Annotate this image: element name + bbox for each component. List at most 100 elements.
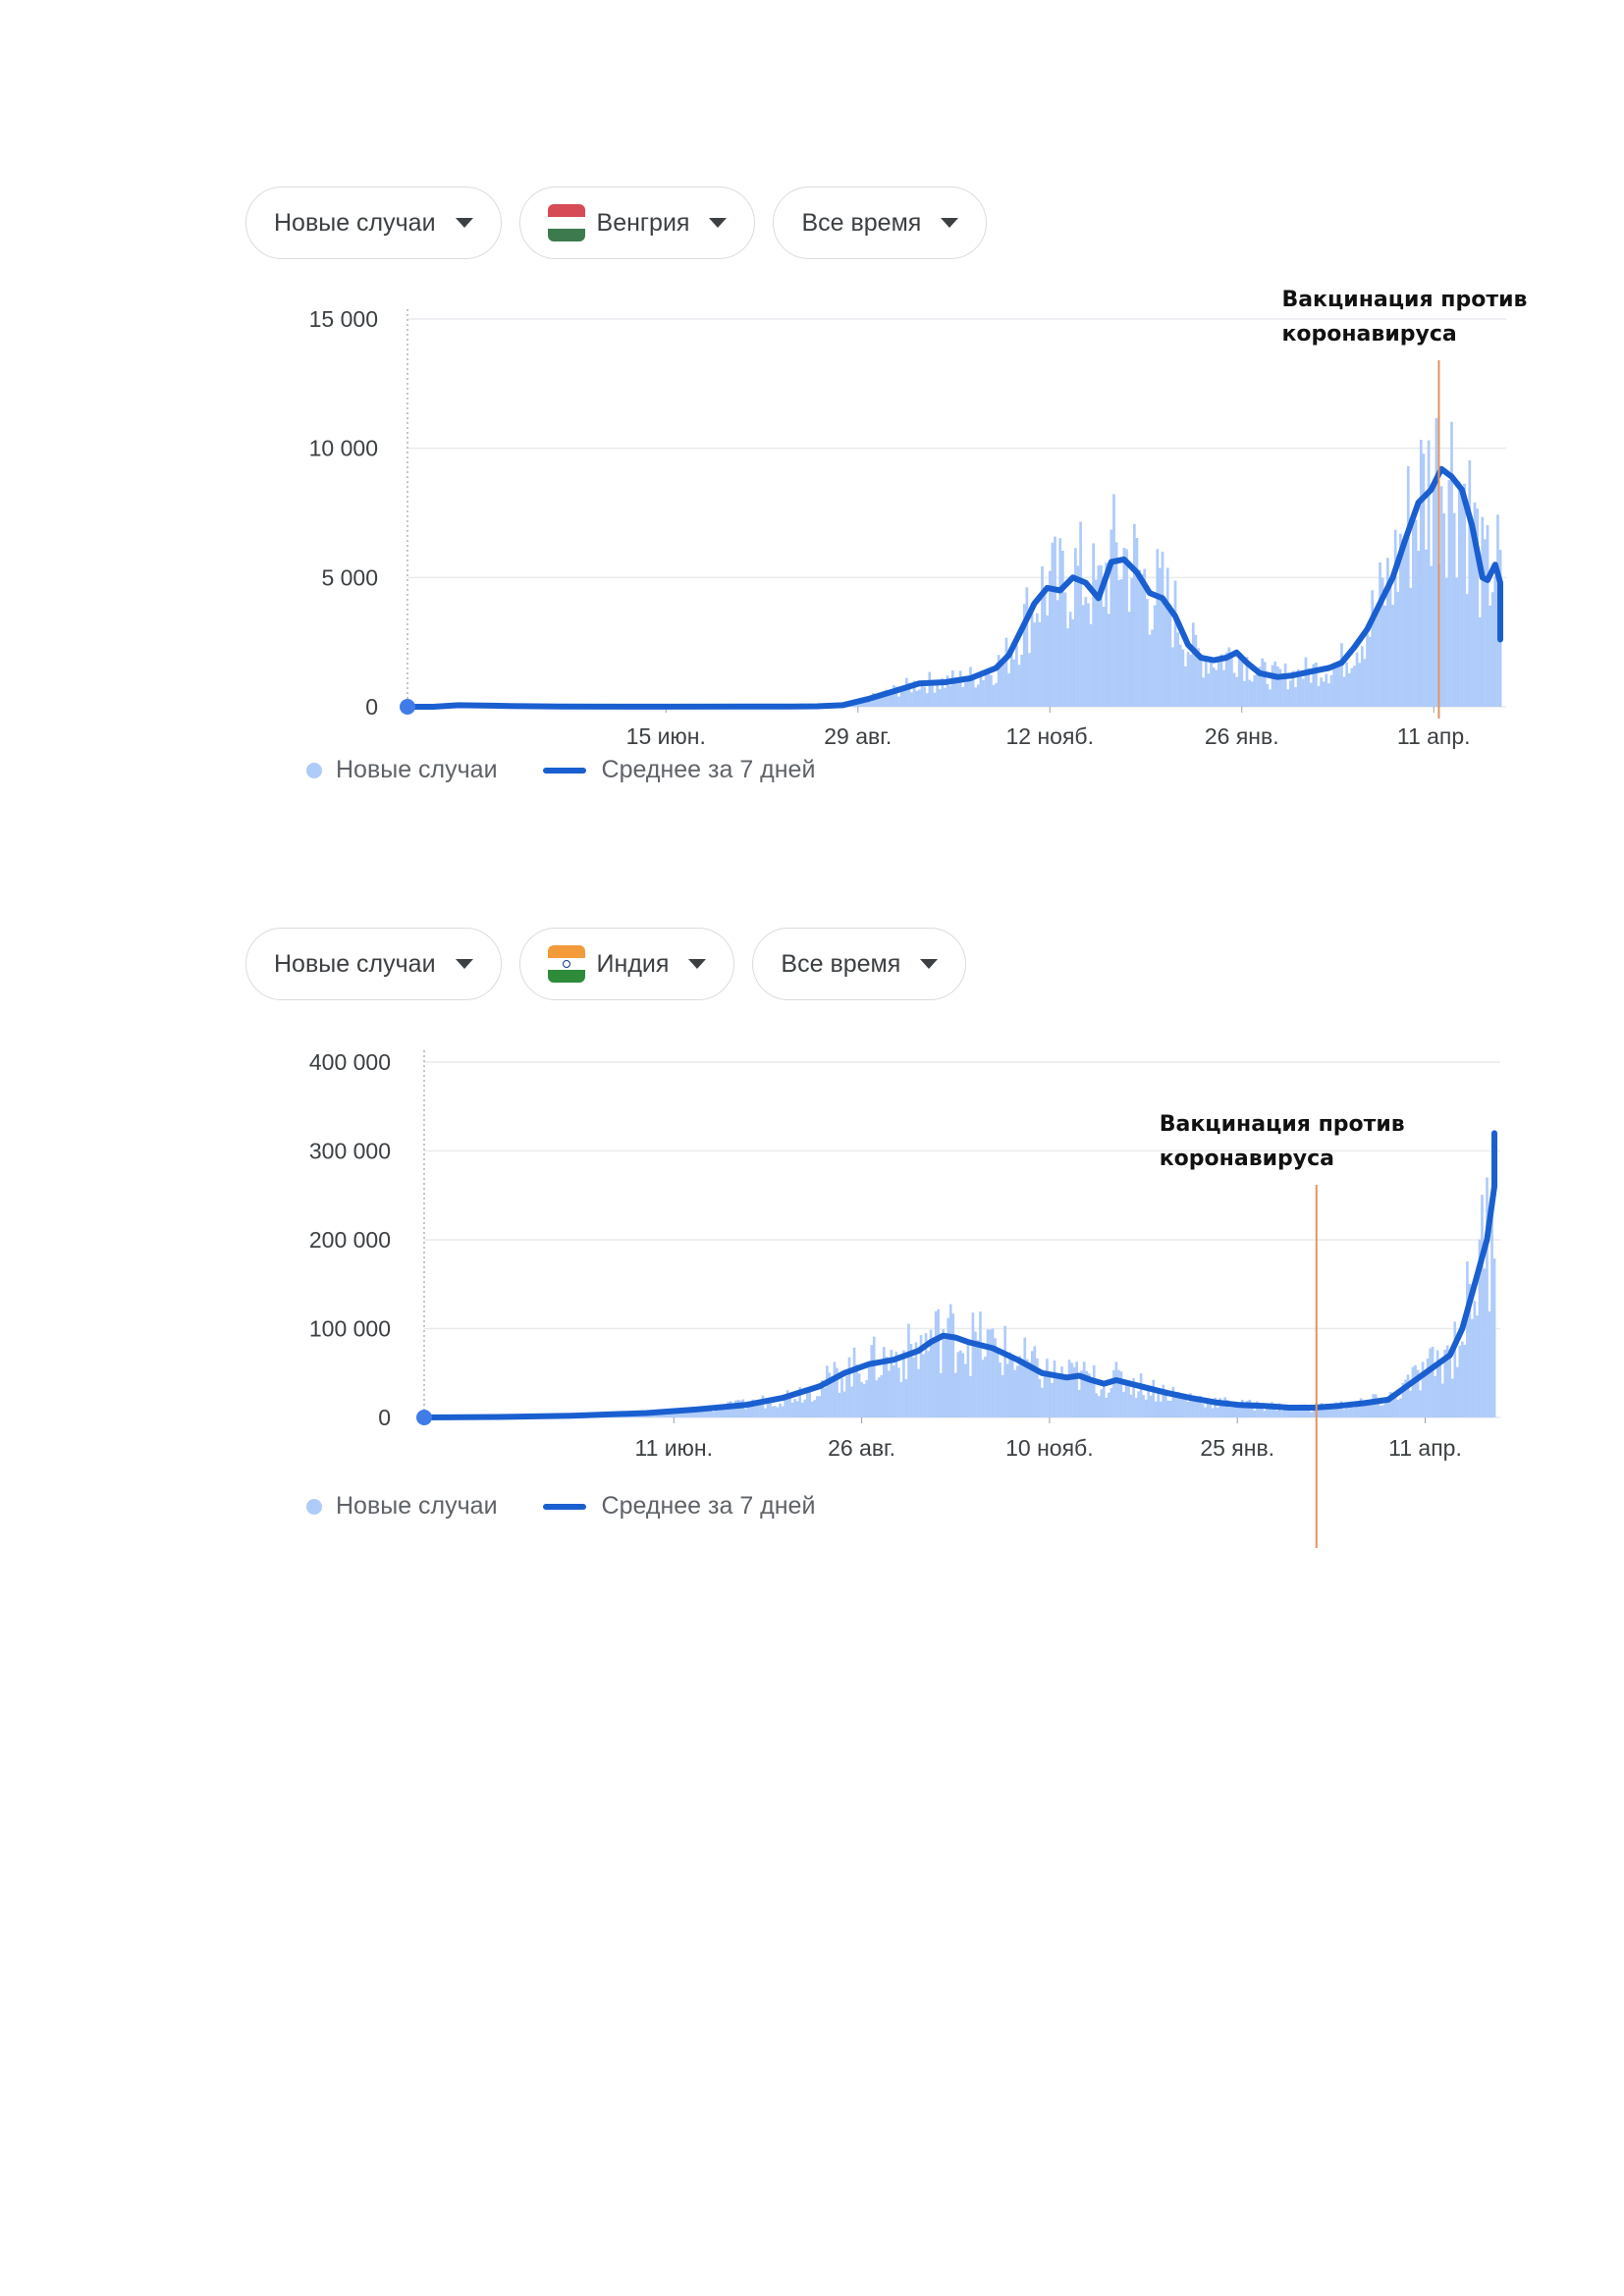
daily-bar: [1248, 1399, 1252, 1417]
daily-bar: [982, 680, 985, 707]
daily-bar: [1435, 417, 1438, 707]
daily-bar: [1025, 587, 1029, 707]
daily-bar: [1004, 637, 1008, 707]
daily-bar: [722, 1405, 725, 1417]
daily-bar: [1201, 1404, 1205, 1417]
daily-bar: [724, 1410, 728, 1417]
daily-bar: [1465, 594, 1469, 707]
legend-line-label: Среднее за 7 дней: [601, 756, 816, 783]
daily-bar: [1144, 1399, 1148, 1417]
start-point-marker[interactable]: [416, 1410, 432, 1425]
daily-bar: [729, 1401, 732, 1417]
daily-bar: [1051, 1382, 1054, 1417]
daily-bar: [1164, 1389, 1167, 1417]
daily-bar: [665, 1413, 669, 1417]
daily-bar: [1468, 459, 1472, 707]
daily-bar: [1493, 576, 1497, 707]
daily-bar: [1023, 1337, 1027, 1417]
daily-bar: [956, 1352, 960, 1417]
daily-bar: [1280, 1411, 1283, 1417]
daily-bar: [1295, 1410, 1298, 1417]
daily-bar: [766, 1402, 770, 1417]
daily-bar: [1181, 649, 1185, 707]
daily-bar: [1097, 565, 1101, 707]
daily-bar: [1334, 1402, 1338, 1417]
daily-bar: [845, 1375, 848, 1417]
daily-bar: [1483, 1268, 1487, 1417]
daily-bar: [1355, 652, 1359, 707]
metric-label: Новые случаи: [274, 208, 436, 237]
daily-bar: [946, 675, 949, 707]
daily-bar: [1296, 668, 1300, 707]
daily-bar: [1206, 1398, 1210, 1417]
daily-bar: [1250, 681, 1254, 707]
daily-bar: [1261, 1407, 1264, 1417]
daily-bar: [1112, 494, 1115, 707]
start-point-marker[interactable]: [400, 699, 415, 715]
daily-bar: [1271, 665, 1274, 707]
daily-bar: [944, 687, 947, 707]
daily-bar: [888, 1370, 891, 1417]
daily-bar: [815, 1396, 819, 1417]
daily-bar: [1323, 1409, 1326, 1417]
daily-bar: [1070, 1362, 1073, 1417]
x-tick-label: 12 нояб.: [1006, 723, 1094, 749]
daily-bar: [994, 1338, 997, 1417]
daily-bar: [714, 1407, 718, 1417]
daily-bar: [948, 1304, 952, 1417]
daily-bar: [1425, 549, 1428, 707]
daily-bar: [1063, 592, 1067, 707]
daily-bar: [764, 1408, 767, 1417]
daily-bar: [924, 1333, 928, 1417]
daily-bar: [1025, 1359, 1029, 1417]
daily-bar: [1138, 569, 1141, 707]
cases-chart: 400 000 300 000 200 000 100 000 0 11 июн. 26 а…: [309, 1049, 1500, 1548]
country-dropdown[interactable]: Индия: [518, 928, 735, 1000]
daily-bar: [1017, 665, 1021, 707]
daily-bar: [1444, 577, 1448, 707]
daily-bar: [741, 1399, 745, 1417]
daily-bar: [1431, 1347, 1435, 1417]
period-dropdown[interactable]: Все время: [773, 187, 988, 259]
daily-bar: [1329, 1404, 1333, 1417]
daily-bar: [974, 687, 978, 707]
daily-bar: [877, 1377, 881, 1417]
daily-bar: [1105, 1398, 1109, 1417]
daily-bar: [976, 684, 980, 707]
selector-row: Новые случаи Индия Все время: [245, 928, 967, 1002]
daily-bar: [1471, 1318, 1474, 1417]
metric-dropdown[interactable]: Новые случаи: [245, 187, 502, 259]
daily-bar: [1362, 1402, 1365, 1417]
daily-bar: [850, 1386, 853, 1417]
daily-bar: [1117, 1369, 1120, 1417]
daily-bar: [672, 1412, 676, 1417]
daily-bar: [842, 1391, 846, 1417]
daily-bar: [803, 1399, 807, 1417]
daily-bar: [1443, 1349, 1447, 1417]
daily-bar: [1315, 662, 1318, 707]
daily-bar: [1349, 1403, 1353, 1417]
daily-bar: [1038, 622, 1042, 707]
daily-bar: [1056, 600, 1059, 707]
daily-bar: [1105, 562, 1109, 707]
daily-bar: [996, 1349, 1000, 1417]
daily-bar: [1440, 1383, 1444, 1417]
daily-bar: [1307, 1411, 1311, 1417]
daily-bar: [781, 1406, 785, 1417]
x-tick-label: 11 апр.: [1397, 723, 1471, 749]
daily-bar: [1149, 1395, 1153, 1417]
country-dropdown[interactable]: Венгрия: [518, 187, 756, 259]
daily-bar: [1320, 677, 1323, 707]
daily-bar: [761, 1395, 765, 1417]
period-dropdown[interactable]: Все время: [752, 928, 967, 1000]
daily-bar: [950, 669, 954, 707]
daily-bar: [1056, 1377, 1058, 1417]
daily-bar: [959, 1350, 962, 1417]
daily-bar: [727, 1402, 731, 1417]
daily-bar: [909, 1344, 913, 1417]
daily-bar: [1124, 1383, 1128, 1417]
daily-bar: [1204, 659, 1208, 707]
metric-dropdown[interactable]: Новые случаи: [245, 928, 502, 1000]
daily-bar: [1018, 1356, 1022, 1417]
daily-bar: [897, 696, 900, 707]
